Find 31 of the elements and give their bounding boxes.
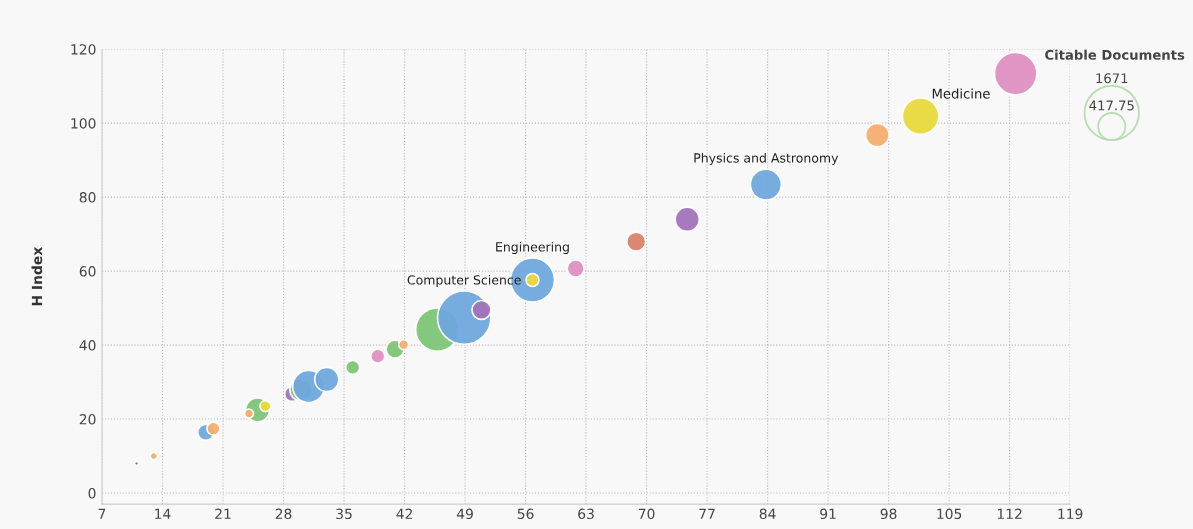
y-tick-label: 80 bbox=[79, 192, 96, 203]
x-tick-label: 42 bbox=[396, 508, 412, 519]
legend-label: 1671 bbox=[1096, 73, 1128, 84]
annotation: Physics and Astronomy bbox=[694, 152, 839, 166]
x-tick-label: 7 bbox=[98, 508, 106, 519]
x-tick-label: 119 bbox=[1058, 508, 1083, 520]
y-tick-label: 40 bbox=[79, 340, 96, 351]
x-tick-label: 28 bbox=[275, 508, 292, 520]
x-tick-label: 105 bbox=[937, 508, 962, 520]
x-tick-label: 112 bbox=[997, 508, 1022, 519]
y-axis-title: H Index bbox=[31, 246, 43, 306]
x-tick-label: 91 bbox=[820, 508, 836, 520]
annotation: Engineering bbox=[496, 241, 569, 255]
x-tick-label: 63 bbox=[578, 508, 594, 520]
y-tick-label: 0 bbox=[88, 488, 96, 499]
y-tick-label: 60 bbox=[79, 266, 96, 277]
y-tick-label: 120 bbox=[71, 44, 96, 55]
x-tick-label: 21 bbox=[215, 508, 231, 519]
x-tick-label: 70 bbox=[638, 508, 655, 520]
x-tick-label: 14 bbox=[155, 508, 171, 519]
y-tick-label: 100 bbox=[71, 118, 96, 129]
legend-title: Citable Documents bbox=[1045, 49, 1185, 60]
x-tick-label: 56 bbox=[517, 508, 534, 520]
x-tick-label: 35 bbox=[336, 508, 352, 520]
y-tick-label: 20 bbox=[79, 414, 96, 425]
annotation: Medicine bbox=[932, 88, 990, 99]
x-tick-label: 84 bbox=[759, 508, 776, 520]
x-tick-label: 77 bbox=[699, 508, 715, 519]
legend-label: 417.75 bbox=[1089, 100, 1134, 111]
x-tick-label: 49 bbox=[456, 508, 473, 520]
x-tick-label: 98 bbox=[880, 508, 897, 520]
